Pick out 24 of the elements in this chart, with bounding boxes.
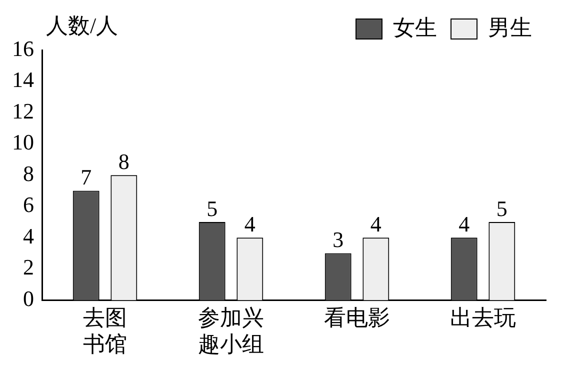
y-tick-label: 12 — [12, 98, 34, 124]
y-tick-label: 8 — [23, 160, 34, 186]
y-tick-label: 16 — [12, 36, 34, 61]
y-tick-label: 10 — [12, 130, 34, 155]
y-tick-label: 2 — [23, 254, 34, 280]
data-label: 7 — [80, 164, 92, 190]
x-tick-label: 出去玩 — [450, 305, 516, 330]
data-label: 4 — [370, 211, 382, 236]
data-label: 4 — [458, 211, 470, 236]
data-label: 8 — [118, 148, 130, 174]
x-tick-label: 去图书馆 — [83, 305, 127, 357]
y-tick-label: 6 — [23, 192, 34, 218]
legend-label: 女生 — [393, 14, 437, 40]
legend-label: 男生 — [488, 14, 532, 40]
data-label: 4 — [244, 211, 256, 236]
data-label: 3 — [332, 227, 344, 252]
y-tick-label: 0 — [23, 286, 34, 311]
y-tick-label: 4 — [23, 223, 34, 248]
data-label: 5 — [496, 196, 508, 221]
x-tick-label: 看电影 — [324, 305, 390, 330]
y-axis-title: 人数/人 — [46, 12, 118, 38]
y-tick-label: 14 — [12, 67, 34, 92]
data-label: 5 — [206, 196, 218, 221]
x-tick-label: 参加兴趣小组 — [198, 305, 264, 357]
